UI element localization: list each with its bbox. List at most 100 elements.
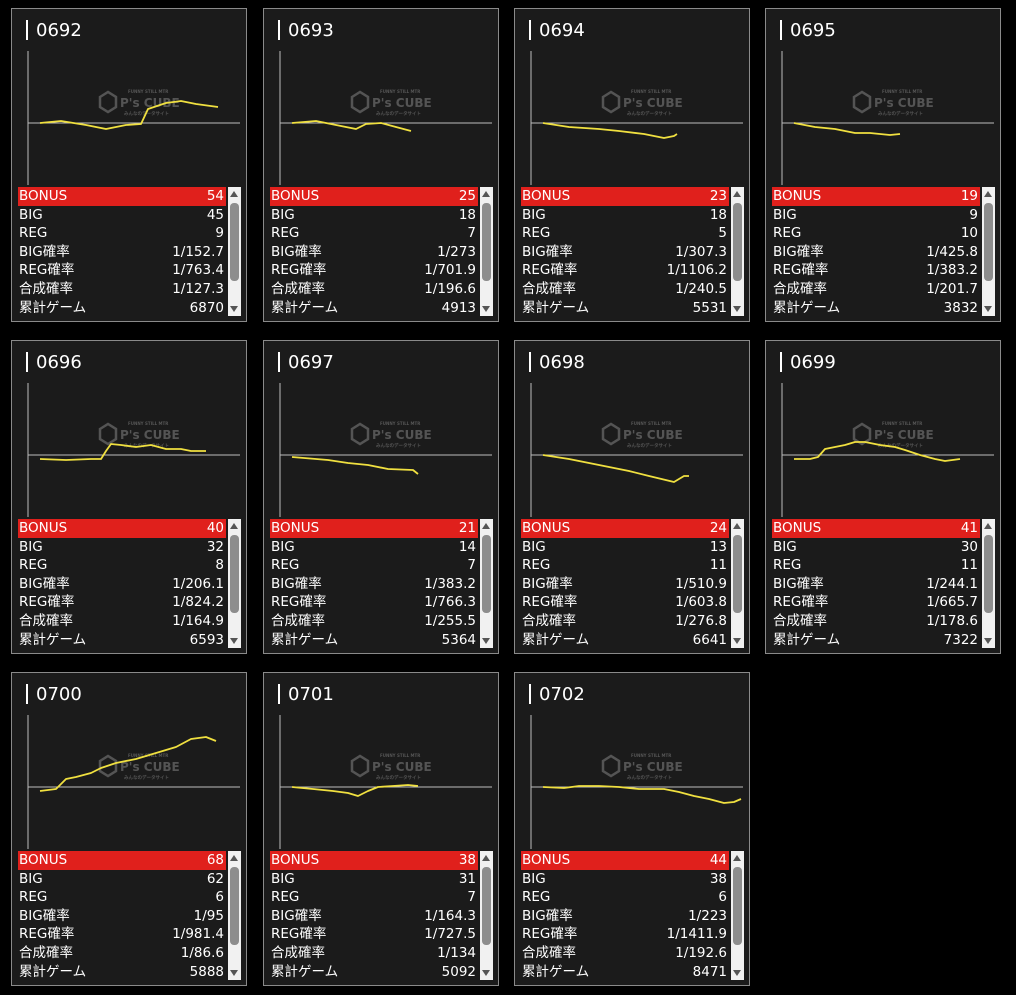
scroll-thumb[interactable] [482,867,491,945]
stat-row-bonus: BONUS 25 [270,187,478,206]
scroll-up-arrow-icon[interactable] [230,191,238,197]
stats-scrollbar[interactable] [731,187,744,316]
scroll-up-arrow-icon[interactable] [733,191,741,197]
scroll-down-arrow-icon[interactable] [230,306,238,312]
stat-row-bonus: BONUS 38 [270,851,478,870]
stats-scrollbar[interactable] [228,851,241,980]
stats-scrollbar[interactable] [731,519,744,648]
stat-row-combined-rate: 合成確率 1/134 [270,944,478,963]
stat-row-combined-rate: 合成確率 1/196.6 [270,280,478,299]
scroll-thumb[interactable] [733,535,742,613]
stats-scrollbar[interactable] [228,519,241,648]
stat-row-reg: REG 6 [521,888,729,907]
scroll-thumb[interactable] [482,535,491,613]
scroll-up-arrow-icon[interactable] [230,523,238,529]
scroll-thumb[interactable] [733,203,742,281]
stats-list: BONUS 41 BIG 30 REG 11 BIG確率 1/244.1 REG確率 1/665.… [772,519,980,649]
stats-scrollbar[interactable] [228,187,241,316]
stat-row-combined-rate: 合成確率 1/164.9 [18,612,226,631]
stat-value: 1/425.8 [926,243,978,260]
stat-value: 21 [458,520,476,536]
machine-card[interactable]: 0695 FUNNY STILL MTR P's CUBE みんなのデータサイト BON… [765,8,1001,322]
scroll-up-arrow-icon[interactable] [733,523,741,529]
scroll-down-arrow-icon[interactable] [482,970,490,976]
machine-card[interactable]: 0700 FUNNY STILL MTR P's CUBE みんなのデータサイト BON… [11,672,247,986]
stat-row-bonus: BONUS 68 [18,851,226,870]
machine-card[interactable]: 0702 FUNNY STILL MTR P's CUBE みんなのデータサイト BON… [514,672,750,986]
machine-card[interactable]: 0699 FUNNY STILL MTR P's CUBE みんなのデータサイト BON… [765,340,1001,654]
scroll-down-arrow-icon[interactable] [984,638,992,644]
stat-label: BIG確率 [271,243,322,260]
stat-label: 累計ゲーム [271,631,339,648]
scroll-up-arrow-icon[interactable] [984,523,992,529]
stats-scrollbar[interactable] [480,187,493,316]
scroll-down-arrow-icon[interactable] [733,638,741,644]
stat-row-reg: REG 7 [270,556,478,575]
stat-label: 累計ゲーム [19,963,87,980]
scroll-up-arrow-icon[interactable] [230,855,238,861]
scroll-down-arrow-icon[interactable] [482,306,490,312]
stat-label: BIG [522,538,546,555]
stats-scrollbar[interactable] [731,851,744,980]
stat-row-total-games: 累計ゲーム 3832 [772,299,980,318]
scroll-thumb[interactable] [230,203,239,281]
machine-card[interactable]: 0696 FUNNY STILL MTR P's CUBE みんなのデータサイト BON… [11,340,247,654]
svg-text:P's CUBE: P's CUBE [623,428,683,442]
machine-number-title: 0696 [26,351,82,373]
scroll-down-arrow-icon[interactable] [733,306,741,312]
stat-row-combined-rate: 合成確率 1/276.8 [521,612,729,631]
stat-row-big: BIG 45 [18,206,226,225]
scroll-thumb[interactable] [733,867,742,945]
machine-card[interactable]: 0697 FUNNY STILL MTR P's CUBE みんなのデータサイト BON… [263,340,499,654]
stat-label: 累計ゲーム [271,299,339,316]
stat-value: 14 [458,538,476,555]
scroll-thumb[interactable] [230,867,239,945]
stat-row-big-rate: BIG確率 1/383.2 [270,575,478,594]
scroll-up-arrow-icon[interactable] [482,191,490,197]
stat-value: 62 [206,870,224,887]
scroll-thumb[interactable] [230,535,239,613]
stat-value: 1/192.6 [675,944,727,961]
stat-row-reg: REG 11 [521,556,729,575]
scroll-down-arrow-icon[interactable] [230,970,238,976]
scroll-up-arrow-icon[interactable] [482,523,490,529]
machine-card[interactable]: 0694 FUNNY STILL MTR P's CUBE みんなのデータサイト BON… [514,8,750,322]
stats-scrollbar[interactable] [480,851,493,980]
stats-list: BONUS 25 BIG 18 REG 7 BIG確率 1/273 REG確率 1/701.9 合成… [270,187,478,317]
machine-card[interactable]: 0693 FUNNY STILL MTR P's CUBE みんなのデータサイト BON… [263,8,499,322]
stats-scrollbar[interactable] [982,187,995,316]
machine-card[interactable]: 0692 FUNNY STILL MTR P's CUBE みんなのデータサイト BON… [11,8,247,322]
stat-label: BIG確率 [271,575,322,592]
stats-list: BONUS 40 BIG 32 REG 8 BIG確率 1/206.1 REG確率 1/824.2… [18,519,226,649]
stat-label: BONUS [19,520,68,536]
machine-number: 0702 [539,683,585,705]
scroll-down-arrow-icon[interactable] [984,306,992,312]
stat-label: BIG [522,870,546,887]
stat-row-reg-rate: REG確率 1/763.4 [18,261,226,280]
stat-label: 累計ゲーム [19,631,87,648]
stat-row-big-rate: BIG確率 1/510.9 [521,575,729,594]
scroll-thumb[interactable] [984,203,993,281]
scroll-up-arrow-icon[interactable] [482,855,490,861]
stat-row-bonus: BONUS 54 [18,187,226,206]
machine-card[interactable]: 0701 FUNNY STILL MTR P's CUBE みんなのデータサイト BON… [263,672,499,986]
scroll-thumb[interactable] [984,535,993,613]
scroll-up-arrow-icon[interactable] [984,191,992,197]
scroll-up-arrow-icon[interactable] [733,855,741,861]
stat-label: 合成確率 [522,944,576,961]
scroll-down-arrow-icon[interactable] [733,970,741,976]
stat-label: REG [271,889,300,906]
stats-scrollbar[interactable] [480,519,493,648]
stat-value: 7 [467,225,476,242]
stat-label: BONUS [522,188,571,204]
stat-label: REG確率 [271,926,327,943]
stat-label: BONUS [271,852,320,868]
scroll-down-arrow-icon[interactable] [482,638,490,644]
stats-scrollbar[interactable] [982,519,995,648]
scroll-thumb[interactable] [482,203,491,281]
svg-text:P's CUBE: P's CUBE [874,428,934,442]
machine-card[interactable]: 0698 FUNNY STILL MTR P's CUBE みんなのデータサイト BON… [514,340,750,654]
scroll-down-arrow-icon[interactable] [230,638,238,644]
